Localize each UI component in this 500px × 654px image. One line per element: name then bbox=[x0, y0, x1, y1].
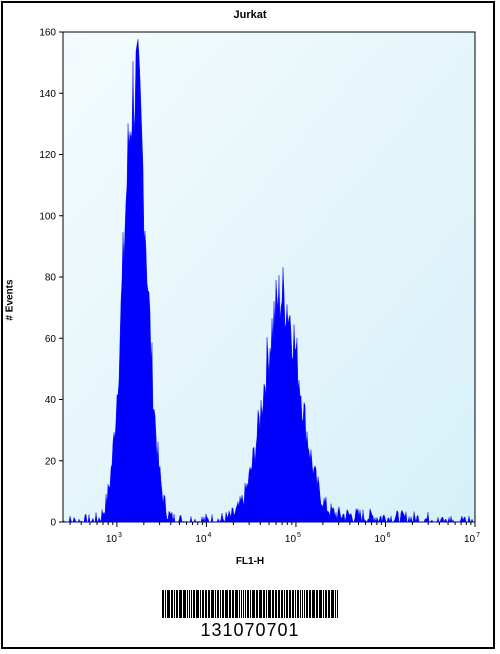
y-tick-label: 140 bbox=[39, 89, 56, 100]
barcode-bar bbox=[284, 590, 285, 618]
barcode-bar bbox=[243, 590, 244, 618]
y-tick-label: 160 bbox=[39, 28, 56, 39]
barcode-bar bbox=[189, 590, 190, 618]
barcode-bar bbox=[171, 590, 173, 618]
y-tick-label: 20 bbox=[45, 456, 57, 467]
barcode-bar bbox=[165, 590, 166, 618]
barcode-bar bbox=[193, 590, 195, 618]
barcode-bar bbox=[247, 590, 249, 618]
barcode-bar bbox=[304, 590, 305, 618]
barcode-bar bbox=[187, 590, 188, 618]
y-tick-label: 120 bbox=[39, 150, 56, 161]
barcode-bar bbox=[222, 590, 224, 618]
barcode-bar bbox=[162, 590, 164, 618]
barcode-image bbox=[162, 590, 338, 618]
barcode-bar bbox=[220, 590, 221, 618]
barcode-bar bbox=[191, 590, 192, 618]
barcode-bar bbox=[297, 590, 299, 618]
y-tick-label: 40 bbox=[45, 395, 57, 406]
barcode-bar bbox=[337, 590, 338, 618]
barcode-bar bbox=[316, 590, 318, 618]
barcode-bar bbox=[235, 590, 238, 618]
barcode-bar bbox=[263, 590, 265, 618]
y-tick-label: 80 bbox=[45, 273, 57, 284]
y-tick-label: 60 bbox=[45, 334, 57, 345]
barcode-bar bbox=[306, 590, 308, 618]
barcode-bar bbox=[174, 590, 175, 618]
y-tick-label: 100 bbox=[39, 211, 56, 222]
histogram-series bbox=[62, 39, 475, 523]
barcode-bar bbox=[259, 590, 262, 618]
barcode-bar bbox=[275, 590, 277, 618]
barcode-bar bbox=[295, 590, 296, 618]
barcode-bar bbox=[211, 590, 214, 618]
x-tick-label: 106 bbox=[374, 532, 390, 545]
x-axis-label: FL1-H bbox=[235, 556, 265, 567]
barcode-number: 131070701 bbox=[200, 620, 300, 640]
barcode-bar bbox=[229, 590, 231, 618]
barcode-bar bbox=[196, 590, 199, 618]
barcode-bar bbox=[245, 590, 246, 618]
barcode-bar bbox=[289, 590, 291, 618]
barcode-bar bbox=[323, 590, 324, 618]
barcode-bar bbox=[266, 590, 267, 618]
barcode-bar bbox=[217, 590, 219, 618]
barcode-bar bbox=[286, 590, 288, 618]
barcode-bar bbox=[252, 590, 255, 618]
barcode-bar bbox=[208, 590, 210, 618]
barcode-bar bbox=[239, 590, 240, 618]
barcode-bar bbox=[309, 590, 311, 618]
barcode-bar bbox=[250, 590, 251, 618]
x-tick-label: 107 bbox=[464, 532, 480, 545]
barcode-bar bbox=[256, 590, 258, 618]
barcode-bar bbox=[205, 590, 207, 618]
barcode-bar bbox=[225, 590, 228, 618]
figure-frame bbox=[1, 1, 495, 649]
barcode-bar bbox=[325, 590, 327, 618]
barcode-bar bbox=[302, 590, 303, 618]
barcode-bar bbox=[272, 590, 274, 618]
barcode-bar bbox=[167, 590, 170, 618]
histogram-bars bbox=[62, 39, 475, 523]
barcode-bar bbox=[200, 590, 201, 618]
barcode-bar bbox=[335, 590, 336, 618]
barcode-bar bbox=[312, 590, 315, 618]
barcode-bar bbox=[278, 590, 280, 618]
barcode-bar bbox=[176, 590, 178, 618]
x-tick-label: 105 bbox=[285, 532, 301, 545]
barcode-bar bbox=[268, 590, 271, 618]
barcode-bar bbox=[183, 590, 186, 618]
barcode-bar bbox=[241, 590, 242, 618]
barcode-bar bbox=[281, 590, 283, 618]
barcode-bar bbox=[300, 590, 301, 618]
x-tick-label: 104 bbox=[195, 532, 211, 545]
barcode-bar bbox=[202, 590, 204, 618]
barcode-bar bbox=[328, 590, 330, 618]
x-tick-label: 103 bbox=[106, 532, 122, 545]
barcode-bar bbox=[232, 590, 234, 618]
y-tick-label: 0 bbox=[50, 518, 56, 529]
barcode-bar bbox=[179, 590, 182, 618]
barcode-bar bbox=[331, 590, 334, 618]
chart-title: Jurkat bbox=[233, 9, 267, 21]
barcode-bar bbox=[215, 590, 216, 618]
barcode-bar bbox=[319, 590, 322, 618]
barcode-bar bbox=[292, 590, 294, 618]
